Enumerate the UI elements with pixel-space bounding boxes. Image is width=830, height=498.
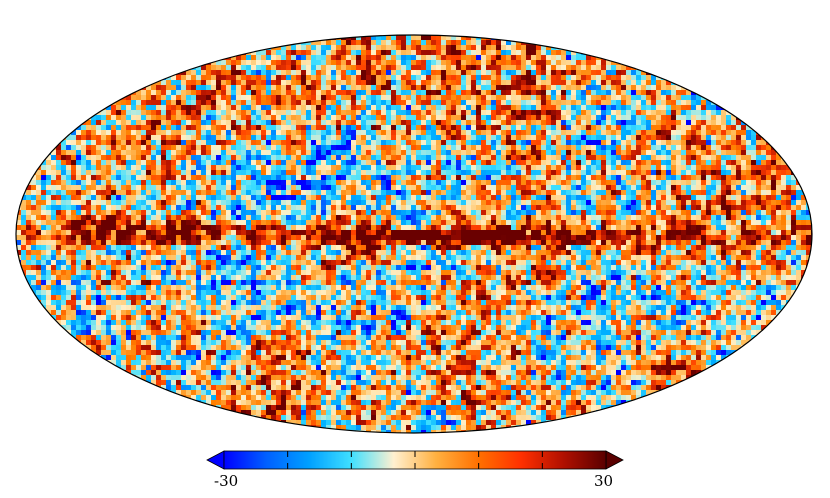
map-outline	[15, 34, 813, 434]
colorbar-max-arrow	[605, 450, 624, 470]
colorbar	[206, 450, 624, 470]
colorbar-ticks	[287, 451, 543, 469]
colorbar-min-label: -30	[214, 472, 239, 490]
colorbar-min-arrow	[206, 450, 225, 470]
colorbar-max-label: 30	[594, 472, 614, 490]
mollweide-sky-field	[16, 35, 812, 433]
